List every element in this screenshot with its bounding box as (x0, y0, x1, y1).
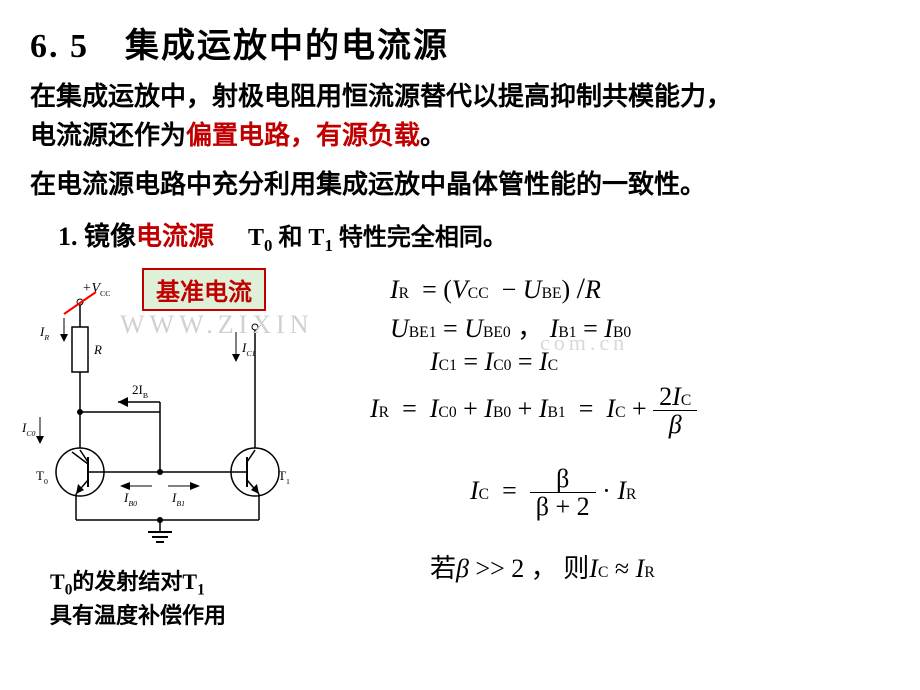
cap-a: T (50, 569, 65, 594)
eq4-ir-sub: R (379, 404, 389, 421)
eq4-2: 2 (659, 382, 672, 411)
eq6-beta: β (456, 554, 469, 583)
sub1-red: 电流源 (136, 222, 214, 251)
eq3-c0: C0 (493, 357, 511, 374)
eq3-ic0: I (485, 347, 494, 376)
svg-ib1: IB1 (171, 490, 185, 508)
eq5: IC = β β + 2 · IR (470, 465, 900, 521)
eq4-ic: I (606, 394, 615, 423)
eq5-frac: β β + 2 (530, 465, 596, 521)
eq2-b1: B1 (558, 324, 576, 341)
arrow-2ib-head (118, 397, 128, 407)
eq6-r: R (644, 564, 654, 581)
eq2-b0: B0 (613, 324, 631, 341)
eq6-c: C (598, 564, 608, 581)
eq4-frac: 2IC β (653, 383, 697, 439)
ref-current-box: 基准电流 (142, 268, 266, 311)
eq6-ic: I (589, 554, 598, 583)
subtitle-1: 1. 镜像电流源 (58, 216, 214, 253)
eq4-p2: + (518, 394, 539, 423)
eq4-beta: β (653, 411, 697, 438)
watermark-1: WWW.ZIXIN (120, 310, 313, 340)
eq2-comma: ， (517, 314, 550, 343)
sn-b: 和 T (272, 225, 324, 251)
svg-t1: T1 (278, 468, 290, 486)
eq5-ir-sub: R (626, 485, 636, 502)
svg-vcc: +VCC (82, 281, 110, 298)
svg-ic0: IC0 (21, 420, 36, 438)
eq3-ic: I (539, 347, 548, 376)
caption: T0的发射结对T1具有温度补偿作用 (50, 567, 310, 632)
svg-2ib: 2IB (132, 382, 148, 400)
eq1-vcc: V (452, 275, 468, 304)
cap-b: 的发射结对T (72, 569, 197, 594)
eq4-ir: I (370, 394, 379, 423)
eq4-ib1: I (539, 394, 548, 423)
eq5-ir: I (617, 475, 626, 504)
ic1-arrow-head (232, 354, 240, 362)
eq2-u0: U (464, 314, 483, 343)
eq4: IR = IC0 + IB0 + IB1 = IC + 2IC β (370, 383, 900, 439)
p1-red: 偏置电路，有源负载 (186, 121, 420, 150)
svg-ir: IR (39, 324, 49, 342)
svg-ic1: IC1 (241, 340, 256, 358)
eq1-ube-sub: BE (542, 285, 562, 302)
eq2: UBE1 = UBE0 ， IB1 = IB0 (390, 308, 900, 345)
eq1-ube: U (523, 275, 542, 304)
ic0-arrow-head (36, 436, 44, 444)
eq1-lhs: I (390, 275, 399, 304)
eq5-dot: · (602, 475, 611, 504)
eq6-approx: ≈ (608, 554, 635, 583)
eq2-be1: BE1 (409, 324, 437, 341)
p1-a: 在集成运放中，射极电阻用恒流源替代以提高抑制共模能力， (30, 82, 732, 111)
eq5-den: β + 2 (530, 493, 596, 520)
equations-block: IR = (VCC − UBE) /R UBE1 = UBE0 ， IB1 = … (340, 270, 900, 587)
ib1-arrow (190, 482, 200, 490)
eq3-c1: C1 (439, 357, 457, 374)
eq4-p3: + (632, 394, 653, 423)
eq4-ib0: I (484, 394, 493, 423)
eq5-num: β (530, 465, 596, 493)
p1-c: 。 (420, 121, 446, 150)
svg-ib0: IB0 (123, 490, 137, 508)
svg-t0: T0 (36, 468, 48, 486)
ir-arrow-head (60, 334, 68, 342)
section-title: 6. 5 集成运放中的电流源 (30, 18, 920, 67)
eq5-c: C (479, 485, 489, 502)
eq4-b0: B0 (493, 404, 511, 421)
eq1-r: R (585, 275, 601, 304)
eq4-icn: I (672, 382, 681, 411)
sub1-a: 1. 镜像 (58, 222, 136, 251)
eq4-b1: B1 (548, 404, 566, 421)
eq2-ib0: I (604, 314, 613, 343)
eq4-cn: C (681, 392, 691, 409)
resistor-r (72, 327, 88, 372)
eq4-p1: + (463, 394, 484, 423)
eq3-c: C (548, 357, 558, 374)
eq4-c: C (615, 404, 625, 421)
ib0-arrow (120, 482, 130, 490)
svg-r-label: R (93, 342, 102, 357)
eq2-u1: U (390, 314, 409, 343)
eq1: IR = (VCC − UBE) /R (390, 272, 900, 306)
eq2-be0: BE0 (483, 324, 511, 341)
p1-b: 电流源还作为 (30, 121, 186, 150)
eq1-vcc-sub: CC (468, 285, 489, 302)
eq5-ic: I (470, 475, 479, 504)
paragraph-1: 在集成运放中，射极电阻用恒流源替代以提高抑制共模能力， 电流源还作为偏置电路，有… (30, 77, 890, 155)
paragraph-2: 在电流源电路中充分利用集成运放中晶体管性能的一致性。 (30, 165, 890, 204)
eq1-lhs-sub: R (399, 285, 409, 302)
eq3: IC1 = IC0 = IC (430, 347, 900, 377)
eq6: 若β >> 2 ， 则IC ≈ IR (430, 548, 900, 585)
sn-c: 特性完全相同。 (333, 225, 507, 251)
sub-note: T0 和 T1 特性完全相同。 (248, 217, 507, 256)
sn-a: T (248, 225, 264, 251)
eq4-c0: C0 (438, 404, 456, 421)
eq3-ic1: I (430, 347, 439, 376)
cap-c: 具有温度补偿作用 (50, 603, 226, 628)
eq6-if: 若 (430, 554, 456, 583)
eq6-gg: >> 2 ， 则 (469, 554, 589, 583)
